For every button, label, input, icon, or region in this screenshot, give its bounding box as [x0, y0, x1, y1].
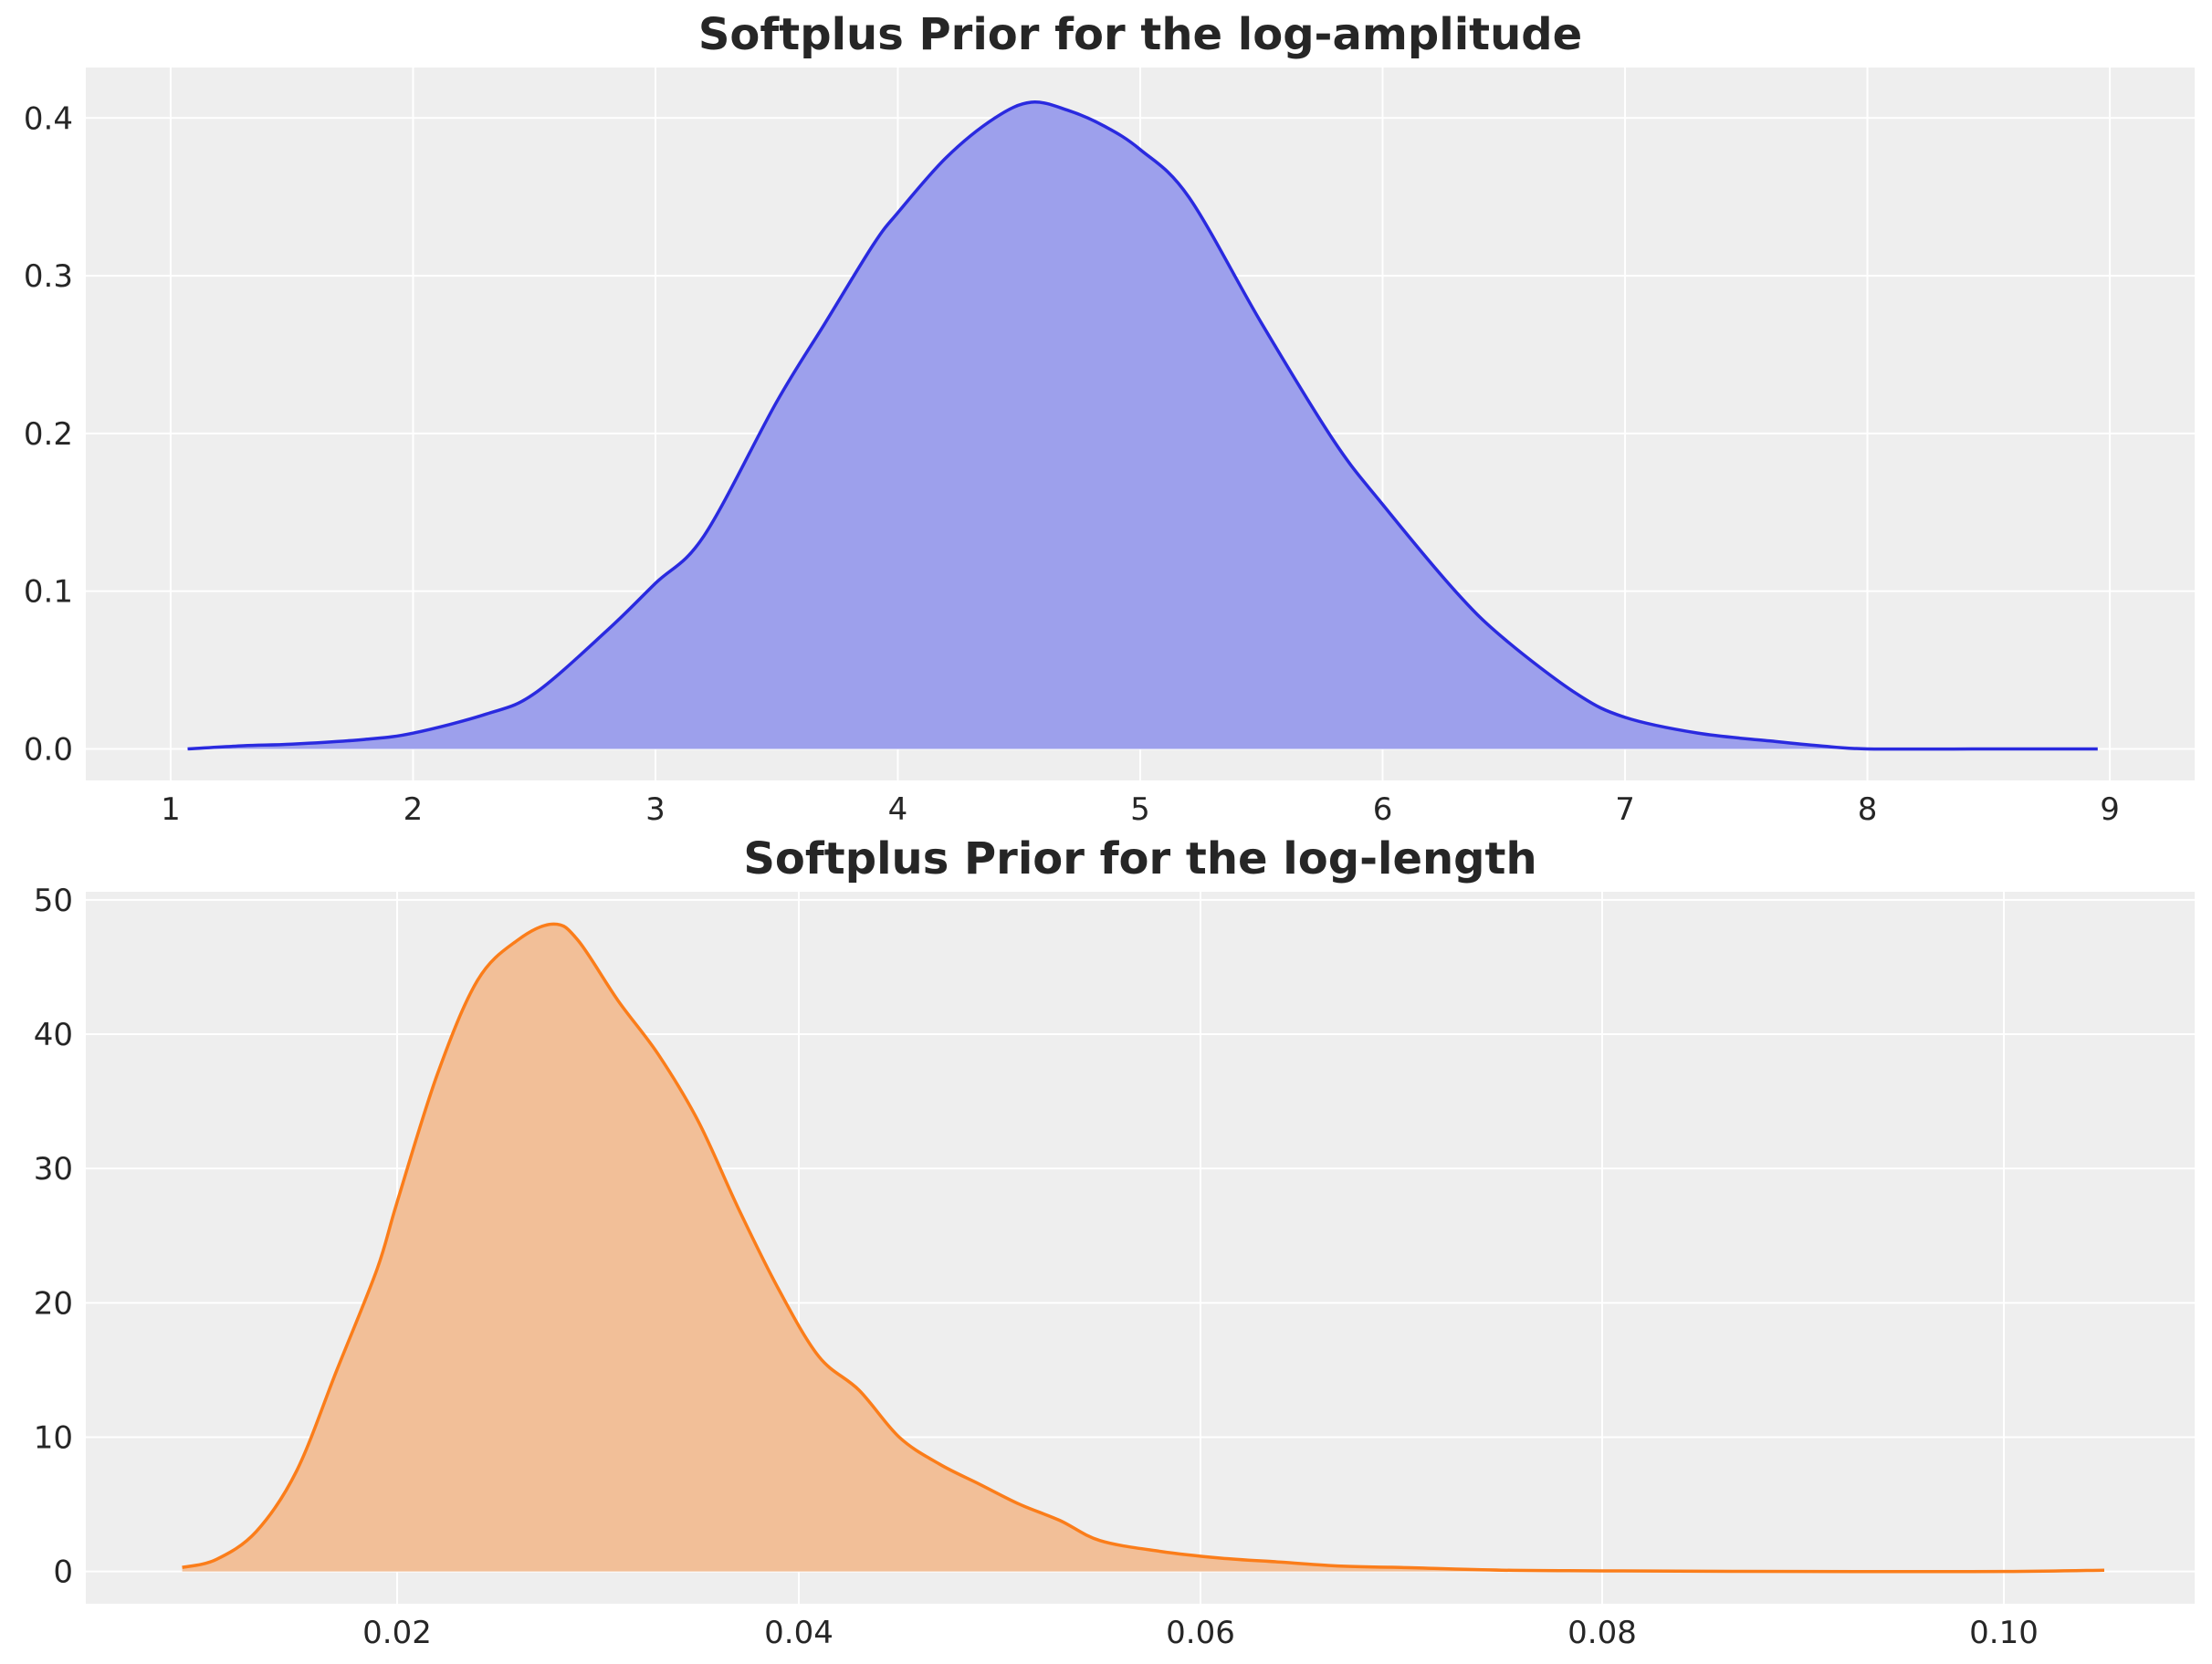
amplitude-density-fill: [187, 101, 2098, 749]
length-y-tick-label: 50: [34, 883, 73, 919]
amplitude-x-tick-label: 2: [404, 791, 424, 828]
length-chart-title: Softplus Prior for the log-length: [743, 833, 1536, 884]
amplitude-y-tick-label: 0.2: [24, 416, 73, 453]
amplitude-chart-title: Softplus Prior for the log-amplitude: [698, 9, 1582, 60]
length-density-line: [182, 922, 2105, 1574]
amplitude-y-tick-label: 0.4: [24, 100, 73, 137]
length-x-tick-label: 0.02: [362, 1615, 432, 1651]
length-y-tick-labels: 0 10 20 30 40 50: [34, 883, 73, 1591]
length-x-tick-label: 0.10: [1969, 1615, 2039, 1651]
amplitude-x-tick-label: 4: [888, 791, 908, 828]
amplitude-y-tick-label: 0.3: [24, 258, 73, 295]
length-y-tick-label: 10: [34, 1420, 73, 1457]
amplitude-x-tick-labels: 1 2 3 4 5 6 7 8 9: [161, 791, 2120, 828]
length-y-tick-label: 30: [34, 1151, 73, 1188]
length-panel: 0.02 0.04 0.06 0.08 0.10 0 10 20 30 40 50 Softplu…: [34, 833, 2195, 1651]
amplitude-x-tick-label: 3: [645, 791, 666, 828]
amplitude-y-tick-label: 0.0: [24, 731, 73, 768]
amplitude-density-line: [187, 100, 2098, 751]
amplitude-x-tick-label: 5: [1130, 791, 1150, 828]
length-y-tick-label: 40: [34, 1017, 73, 1053]
amplitude-x-tick-label: 8: [1858, 791, 1878, 828]
amplitude-x-tick-label: 9: [2100, 791, 2120, 828]
length-x-tick-label: 0.04: [764, 1615, 833, 1651]
amplitude-x-tick-label: 7: [1615, 791, 1635, 828]
amplitude-y-tick-labels: 0.0 0.1 0.2 0.3 0.4: [24, 100, 73, 768]
amplitude-panel: 1 2 3 4 5 6 7 8 9 0.0 0.1 0.2 0.3 0.4 Softplus Prior…: [24, 9, 2195, 828]
length-x-tick-label: 0.06: [1166, 1615, 1235, 1651]
length-x-tick-labels: 0.02 0.04 0.06 0.08 0.10: [362, 1615, 2039, 1651]
amplitude-x-tick-label: 1: [161, 791, 181, 828]
length-y-tick-label: 0: [53, 1554, 73, 1591]
length-x-tick-label: 0.08: [1567, 1615, 1637, 1651]
length-density-fill: [182, 924, 2104, 1572]
length-y-tick-label: 20: [34, 1285, 73, 1322]
amplitude-x-tick-label: 6: [1373, 791, 1393, 828]
amplitude-y-tick-label: 0.1: [24, 574, 73, 611]
